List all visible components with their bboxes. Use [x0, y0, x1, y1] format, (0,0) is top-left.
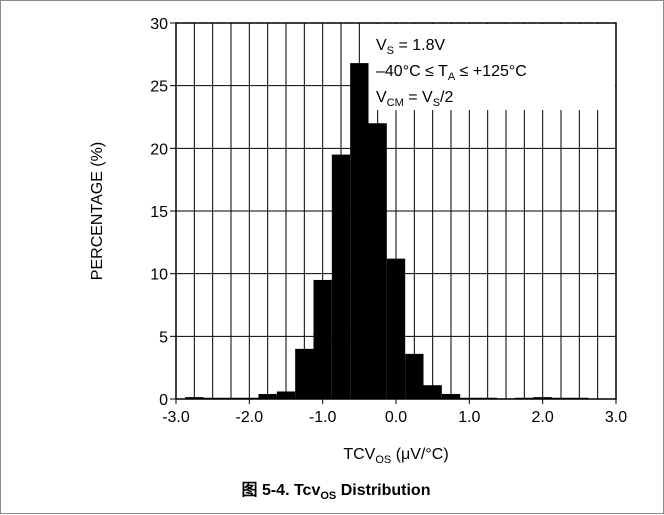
- histogram-bar: [258, 393, 277, 399]
- annotation-line: VCM = VS/2: [376, 89, 453, 109]
- y-tick-label: 0: [159, 392, 168, 409]
- x-axis-title-part: TCV: [343, 446, 375, 463]
- histogram-bar: [185, 397, 204, 399]
- x-tick-label: -2.0: [236, 409, 264, 426]
- histogram-bar: [350, 63, 369, 400]
- x-axis-title-part: OS: [375, 454, 391, 466]
- figure-caption: 图 5-4. TcvOS Distribution: [242, 481, 431, 502]
- annotation-line-part: S: [433, 97, 440, 109]
- annotation-line-part: V: [376, 89, 387, 106]
- annotation-line-part: V: [376, 37, 387, 54]
- annotation-line: –40°C ≤ TA ≤ +125°C: [376, 63, 527, 83]
- annotation-line-part: CM: [387, 97, 404, 109]
- y-tick-label: 25: [150, 79, 168, 96]
- x-tick-label: 2.0: [532, 409, 554, 426]
- annotation-line-part: = 1.8V: [394, 37, 445, 54]
- x-axis-title: TCVOS (μV/°C): [343, 446, 448, 466]
- y-tick-label: 10: [150, 267, 168, 284]
- x-axis-title-part: (μV/°C): [391, 446, 448, 463]
- histogram-bar: [441, 393, 461, 399]
- histogram-bar: [423, 385, 442, 399]
- histogram-bar: [533, 397, 552, 399]
- annotation-line-part: S: [387, 45, 394, 57]
- annotation-line: VS = 1.8V: [376, 37, 445, 57]
- y-tick-label: 15: [150, 204, 168, 221]
- annotation-line-part: = V: [404, 89, 433, 106]
- histogram-bar: [295, 348, 314, 399]
- figure-caption-part: OS: [320, 490, 336, 502]
- histogram-bar: [405, 353, 424, 399]
- y-tick-label: 5: [159, 329, 168, 346]
- annotation-box: [365, 24, 615, 110]
- y-tick-label: 20: [150, 141, 168, 158]
- figure-caption-part: Distribution: [336, 482, 430, 499]
- x-tick-label: -1.0: [309, 409, 337, 426]
- figure-caption-part: 图 5-4. Tcv: [242, 481, 321, 499]
- annotation-line-part: –40°C ≤ T: [376, 63, 448, 80]
- histogram-bar: [386, 258, 406, 399]
- x-tick-label: 1.0: [458, 409, 480, 426]
- annotation-line-part: A: [448, 71, 456, 83]
- x-tick-label: -3.0: [162, 409, 190, 426]
- x-tick-label: 3.0: [605, 409, 627, 426]
- annotation-line-part: ≤ +125°C: [455, 63, 527, 80]
- y-axis-title: PERCENTAGE (%): [89, 142, 106, 280]
- histogram-bar: [313, 279, 332, 399]
- annotation-line-part: /2: [440, 89, 453, 106]
- histogram-bar: [368, 123, 387, 400]
- x-tick-label: 0.0: [385, 409, 407, 426]
- histogram-bar: [276, 391, 296, 399]
- y-tick-label: 30: [150, 16, 168, 33]
- histogram-bar: [331, 154, 351, 399]
